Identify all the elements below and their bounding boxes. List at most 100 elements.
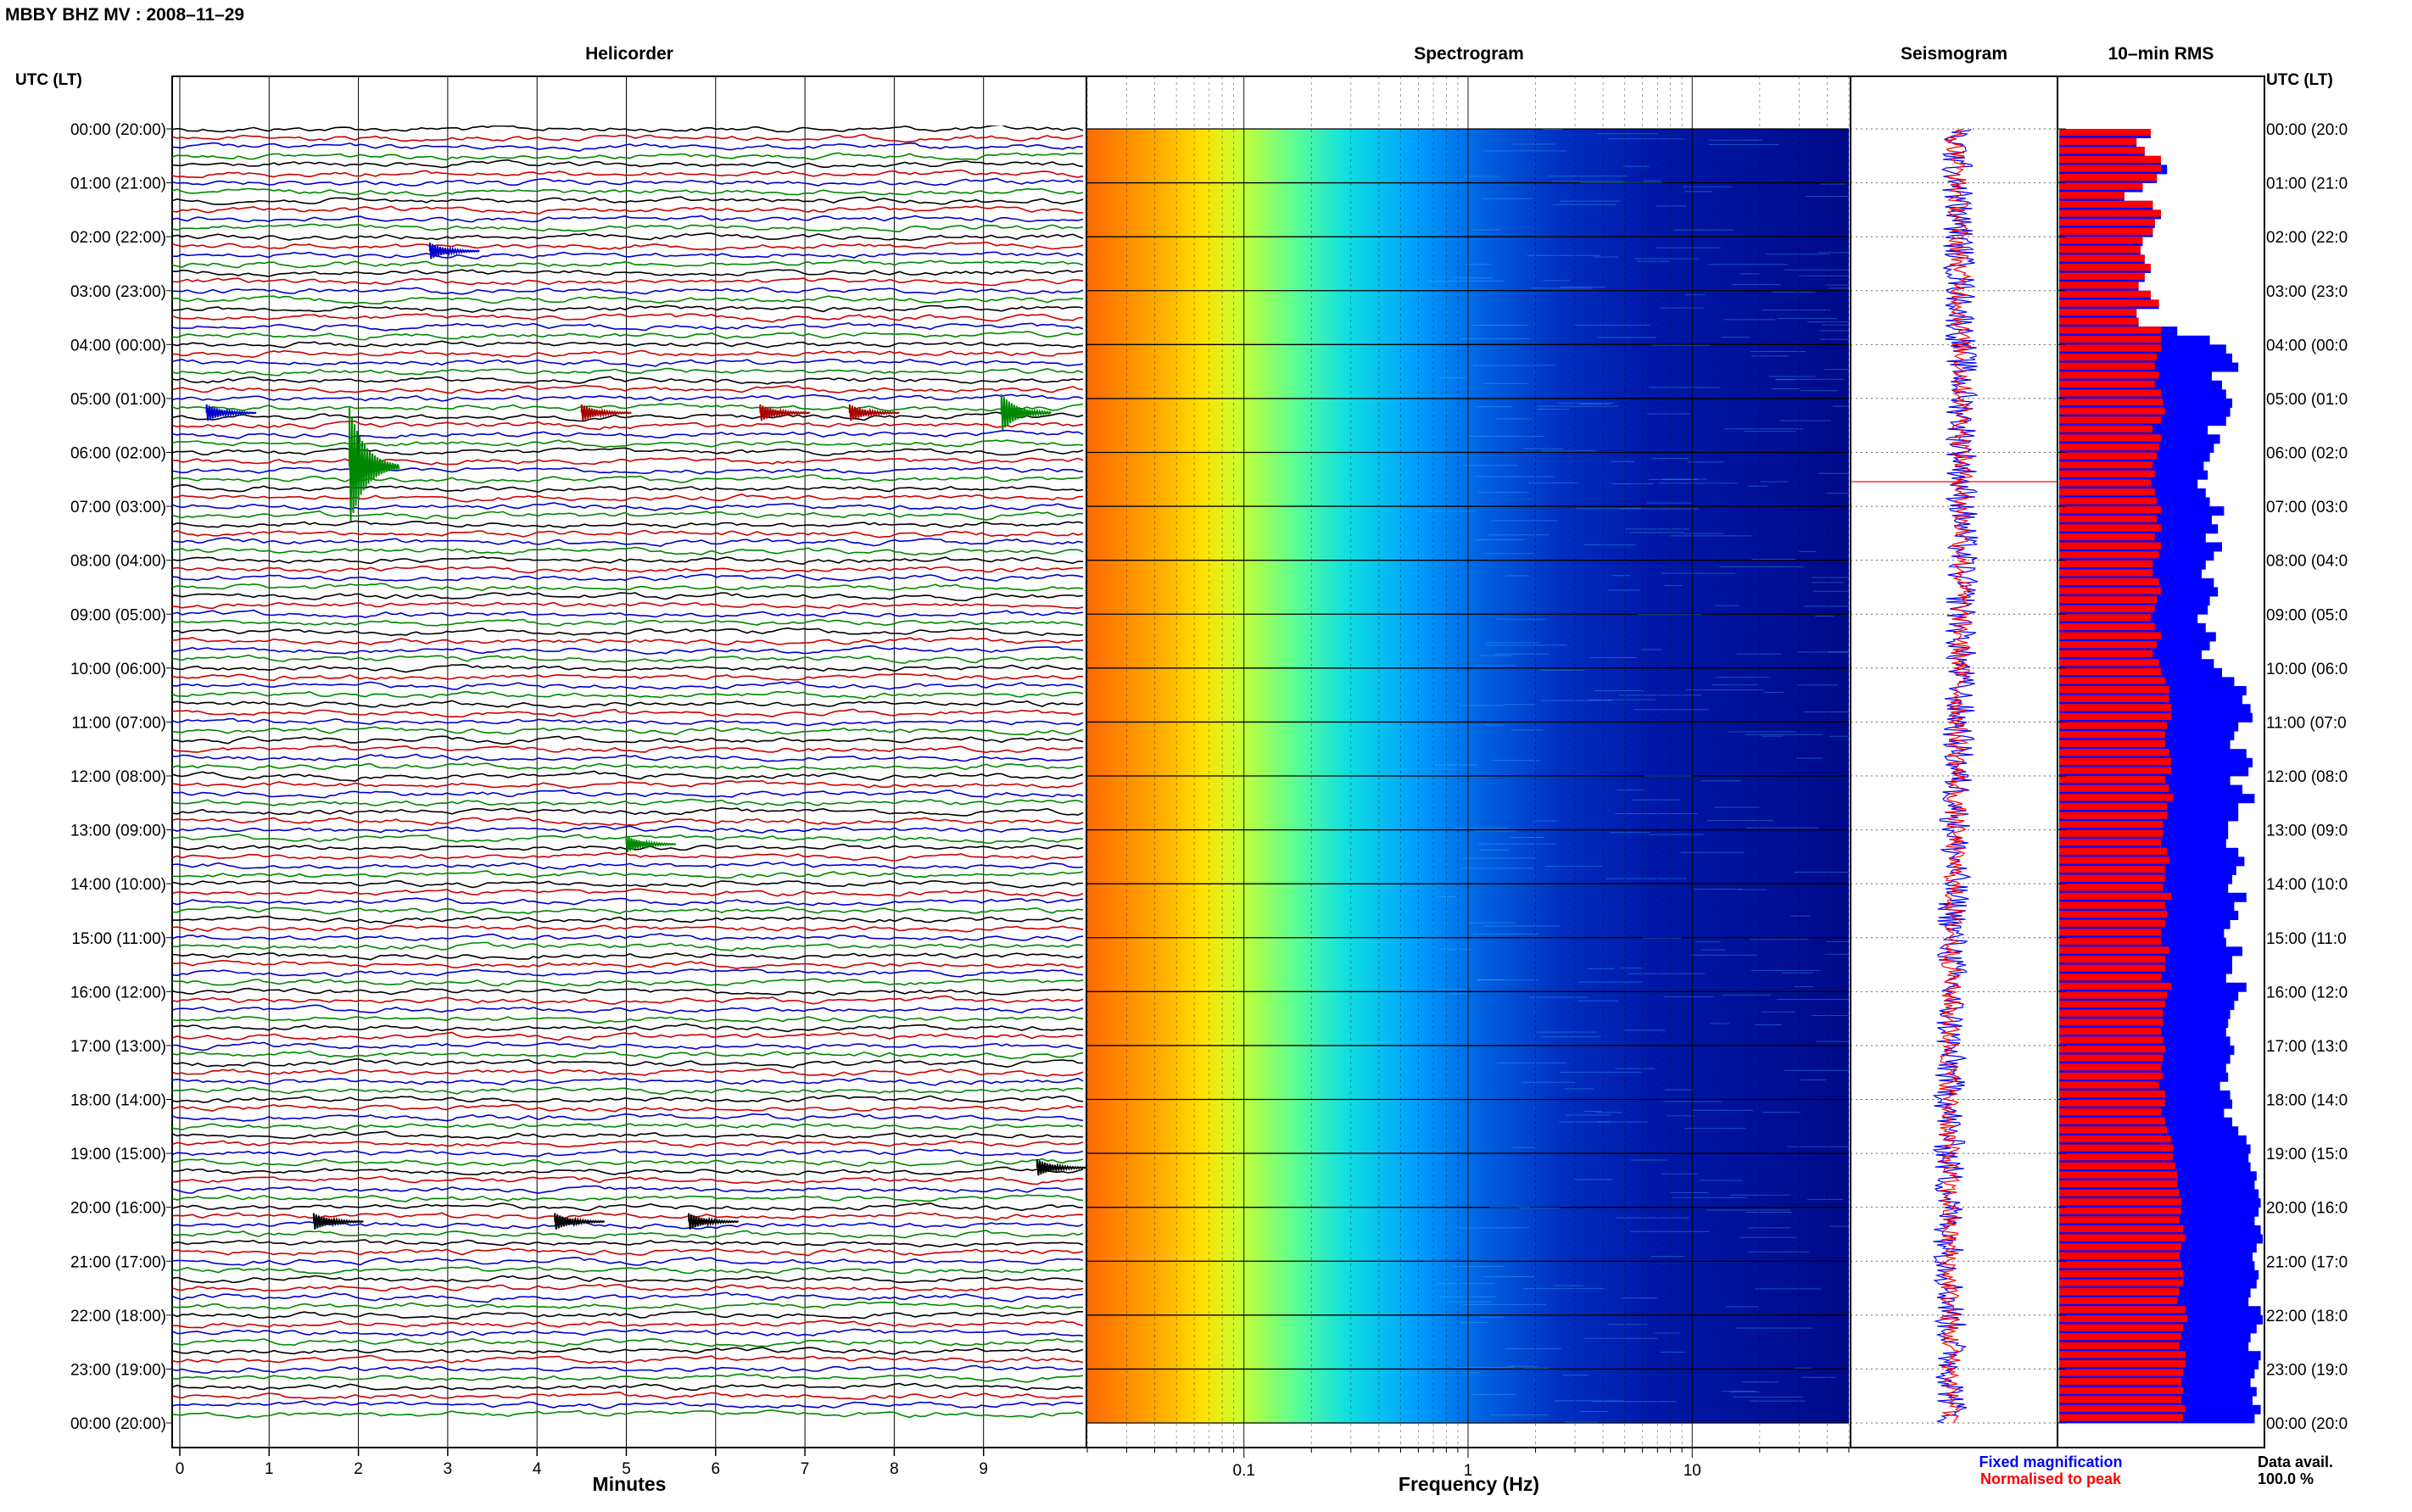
x-tick-label: 2 (354, 1460, 363, 1478)
rms-bar-normalised (2059, 1216, 2180, 1224)
rms-bar-normalised (2059, 452, 2158, 460)
rms-bar-normalised (2059, 955, 2165, 963)
rms-bar-normalised (2059, 245, 2141, 254)
freq-tick-label: 1 (1464, 1462, 1473, 1480)
seismic-event (580, 404, 632, 421)
rms-bar-normalised (2059, 892, 2171, 901)
rms-bar-normalised (2059, 839, 2161, 846)
rms-bar-normalised (2059, 443, 2159, 451)
seismic-event (312, 1213, 364, 1230)
rms-bar-normalised (2059, 1297, 2178, 1304)
helicorder-trace (172, 269, 1084, 277)
rms-bars (2057, 128, 2263, 1424)
helicorder-trace (172, 367, 1084, 377)
seismic-event (349, 407, 400, 522)
helicorder-trace (172, 573, 1084, 582)
hour-label-right: 12:00 (08:0 (2266, 768, 2348, 786)
rms-bar-normalised (2059, 1351, 2186, 1359)
rms-bar-normalised (2059, 506, 2161, 514)
rms-bar-normalised (2059, 1099, 2165, 1107)
helicorder-trace (172, 313, 1084, 323)
helicorder-trace (172, 789, 1084, 799)
hour-label: 11:00 (07:00) (71, 714, 166, 732)
helicorder-trace (172, 205, 1084, 215)
helicorder-trace (172, 933, 1084, 942)
rms-bar-normalised (2059, 1243, 2181, 1251)
rms-bar-normalised (2059, 614, 2151, 622)
helicorder-trace (172, 169, 1084, 179)
helicorder-trace (172, 833, 1084, 845)
hour-label: 06:00 (02:00) (70, 445, 166, 463)
helicorder-trace (172, 779, 1084, 789)
rms-bar-normalised (2059, 524, 2161, 532)
helicorder-trace (172, 897, 1084, 907)
spectrogram-panel: 0.1 1 10 (1086, 75, 1912, 1480)
rms-bar-normalised (2059, 605, 2155, 612)
hour-label-right: 04:00 (00:0 (2266, 337, 2348, 354)
helicorder-trace (172, 1068, 1084, 1077)
seismic-event (848, 404, 900, 421)
seismic-event (625, 835, 677, 852)
helicorder-trace (172, 1123, 1084, 1130)
seismogram-panel (1850, 75, 2058, 1448)
helicorder-trace (172, 806, 1084, 817)
rms-bar-normalised (2059, 1108, 2161, 1116)
helicorder-trace (172, 1400, 1084, 1409)
helicorder-trace (172, 1041, 1084, 1052)
hour-label: 17:00 (13:00) (70, 1038, 166, 1056)
helicorder-trace (172, 295, 1084, 305)
rms-bar-normalised (2059, 479, 2151, 487)
spectrogram-title: Spectrogram (1414, 44, 1524, 64)
helicorder-trace (172, 565, 1084, 574)
rms-bar-normalised (2059, 865, 2165, 873)
rms-bar-normalised (2059, 1162, 2175, 1169)
seismic-event (428, 243, 480, 259)
helicorder-trace (172, 1050, 1084, 1060)
hour-label-right: 17:00 (13:0 (2266, 1038, 2348, 1056)
rms-bar-normalised (2059, 929, 2161, 936)
rms-bar-normalised (2059, 1072, 2164, 1080)
hour-label-right: 03:00 (23:0 (2266, 283, 2348, 301)
rms-bar-normalised (2059, 1225, 2184, 1233)
rms-bar-normalised (2059, 820, 2164, 829)
hour-label: 01:00 (21:00) (70, 176, 166, 193)
helicorder-trace (172, 1095, 1084, 1103)
rms-bar-normalised (2059, 695, 2169, 702)
hour-label: 00:00 (20:00) (70, 121, 166, 139)
helicorder-trace (172, 251, 1084, 259)
rms-bar-normalised (2059, 1324, 2184, 1331)
hour-label: 13:00 (09:00) (70, 823, 166, 840)
helicorder-trace (172, 1140, 1084, 1148)
helicorder-trace (172, 466, 1084, 475)
rms-bar-normalised (2059, 470, 2155, 477)
hour-label: 10:00 (06:00) (70, 661, 166, 678)
helicorder-trace (172, 753, 1084, 762)
rms-bar-normalised (2059, 263, 2151, 271)
helicorder-trace (172, 1194, 1084, 1202)
rms-bar-normalised (2059, 237, 2143, 244)
helicorder-trace (172, 1166, 1084, 1176)
x-tick-label: 8 (890, 1460, 899, 1478)
rms-bar-normalised (2059, 587, 2161, 594)
rms-bar-normalised (2059, 147, 2145, 154)
legend-fixed-magnification: Fixed magnification (1979, 1453, 2122, 1470)
helicorder-trace (172, 1275, 1084, 1284)
rms-bar-normalised (2059, 622, 2155, 631)
rms-bar-normalised (2059, 569, 2153, 577)
helicorder-events (205, 243, 1086, 1230)
helicorder-trace (172, 187, 1084, 197)
rms-bar-normalised (2059, 1018, 2164, 1026)
rms-bar-normalised (2059, 757, 2171, 766)
rms-bar-normalised (2059, 704, 2171, 711)
helicorder-trace (172, 456, 1084, 466)
hour-label: 14:00 (10:00) (70, 876, 166, 894)
rms-bar-normalised (2059, 1036, 2164, 1044)
x-tick-label: 0 (176, 1460, 185, 1478)
hour-label-right: 20:00 (16:0 (2266, 1200, 2348, 1218)
x-tick-label: 5 (622, 1460, 631, 1478)
rms-bar-normalised (2059, 299, 2159, 307)
rms-bar-normalised (2059, 641, 2158, 649)
rms-bar-normalised (2059, 209, 2161, 217)
helicorder-trace (172, 1391, 1084, 1400)
rms-bar-normalised (2059, 974, 2161, 981)
